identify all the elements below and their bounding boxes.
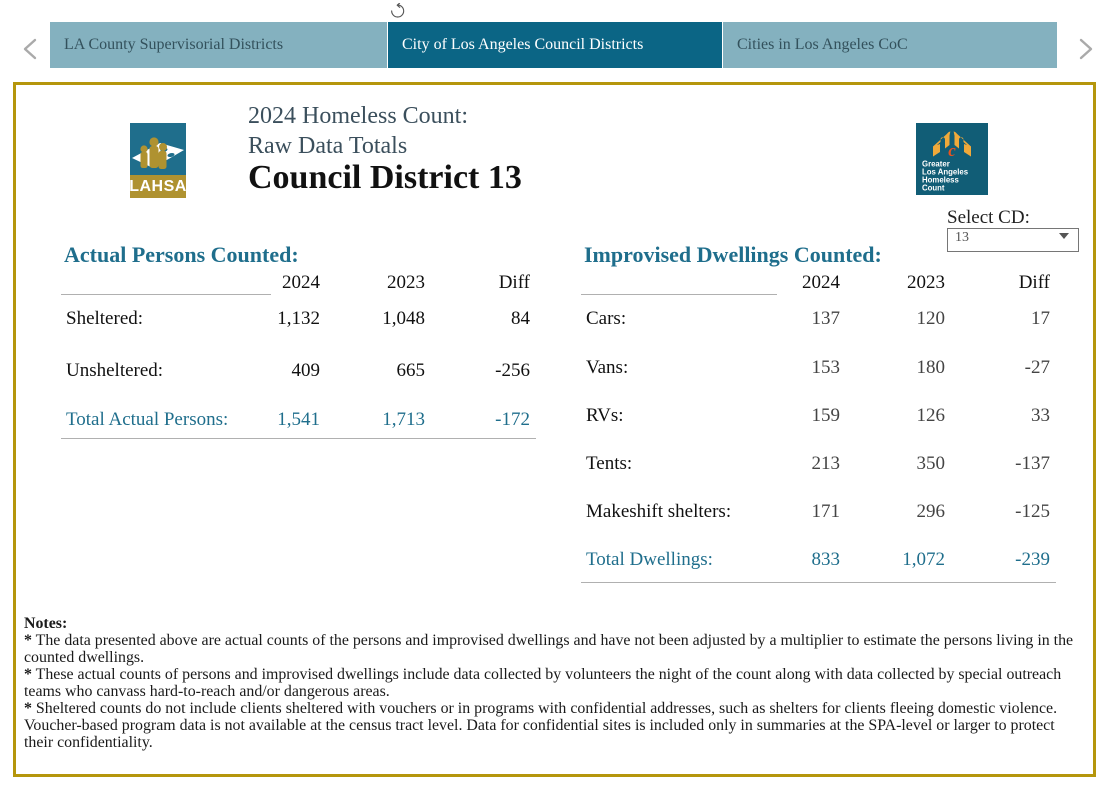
svg-text:c: c <box>948 141 956 160</box>
svg-text:LAHSA: LAHSA <box>130 178 186 195</box>
svg-text:Count: Count <box>922 184 945 193</box>
